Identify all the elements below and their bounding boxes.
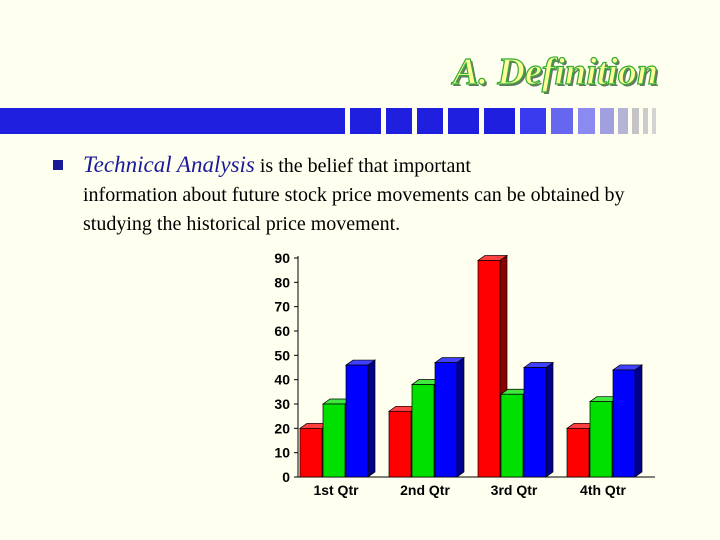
y-tick-label: 20 bbox=[274, 420, 290, 436]
bar bbox=[434, 362, 458, 478]
y-tick-label: 10 bbox=[274, 445, 290, 461]
x-category-label: 2nd Qtr bbox=[400, 482, 450, 498]
slide-title: A. Definition bbox=[453, 50, 659, 93]
bullet-emphasis: Technical Analysis bbox=[83, 152, 255, 177]
bar-side bbox=[634, 364, 643, 478]
decorative-blue-strip bbox=[0, 108, 660, 134]
bar bbox=[523, 367, 547, 478]
bar bbox=[388, 410, 412, 478]
bar bbox=[500, 393, 524, 478]
bar-side bbox=[545, 361, 554, 478]
bullet-rest: information about future stock price mov… bbox=[83, 184, 625, 235]
y-tick-label: 80 bbox=[274, 274, 290, 290]
y-tick-label: 0 bbox=[282, 469, 290, 485]
y-tick-label: 90 bbox=[274, 250, 290, 266]
bar-side bbox=[367, 359, 376, 478]
bar bbox=[589, 401, 613, 478]
y-tick-label: 30 bbox=[274, 396, 290, 412]
y-tick-label: 60 bbox=[274, 323, 290, 339]
bar bbox=[322, 403, 346, 478]
bar bbox=[299, 427, 323, 478]
bar bbox=[612, 369, 636, 478]
bar bbox=[411, 384, 435, 478]
bullet-icon bbox=[53, 160, 63, 170]
y-tick-label: 50 bbox=[274, 347, 290, 363]
bar bbox=[566, 427, 590, 478]
x-category-label: 4th Qtr bbox=[580, 482, 626, 498]
bullet-text: Technical Analysis is the belief that im… bbox=[83, 150, 683, 239]
bar-side bbox=[456, 356, 465, 478]
x-category-label: 3rd Qtr bbox=[491, 482, 538, 498]
x-category-label: 1st Qtr bbox=[313, 482, 359, 498]
y-tick-label: 40 bbox=[274, 372, 290, 388]
bar bbox=[345, 364, 369, 478]
bullet-line1: is the belief that important bbox=[254, 155, 471, 177]
y-tick-label: 70 bbox=[274, 299, 290, 315]
bar bbox=[477, 260, 501, 478]
